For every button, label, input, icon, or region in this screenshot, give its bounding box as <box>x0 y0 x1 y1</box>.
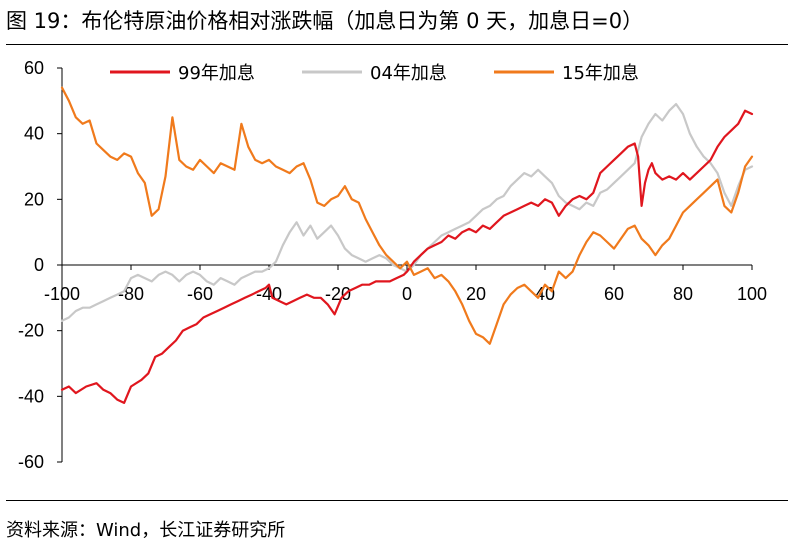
y-tick-label: -40 <box>18 386 44 406</box>
y-tick-label: 0 <box>34 255 44 275</box>
x-tick-label: -80 <box>118 284 144 304</box>
title-rule <box>6 44 788 45</box>
x-tick-label: 100 <box>737 284 767 304</box>
x-tick-label: 0 <box>402 284 412 304</box>
series-line-1 <box>60 109 754 404</box>
y-tick-label: 40 <box>24 124 44 144</box>
source-rule <box>6 500 788 501</box>
x-tick-label: 60 <box>604 284 624 304</box>
series-layer <box>60 86 754 404</box>
x-tick-label: 80 <box>673 284 693 304</box>
y-tick-label: -20 <box>18 321 44 341</box>
x-tick-label: 20 <box>466 284 486 304</box>
legend-label-1: 99年加息 <box>178 63 255 84</box>
x-tick-label: -20 <box>325 284 351 304</box>
legend-label-3: 15年加息 <box>562 63 639 84</box>
source-note: 资料来源：Wind，长江证券研究所 <box>6 520 286 541</box>
x-tick-label: -60 <box>187 284 213 304</box>
series-line-3 <box>60 86 754 345</box>
x-tick-label: -100 <box>44 284 80 304</box>
y-tick-label: -60 <box>18 452 44 472</box>
y-tick-label: 60 <box>24 58 44 78</box>
y-tick-label: 20 <box>24 189 44 209</box>
figure-title: 图 19：布伦特原油价格相对涨跌幅（加息日为第 0 天，加息日=0） <box>6 9 644 33</box>
legend-label-2: 04年加息 <box>370 63 447 84</box>
legend: 99年加息 04年加息 15年加息 <box>110 63 639 84</box>
